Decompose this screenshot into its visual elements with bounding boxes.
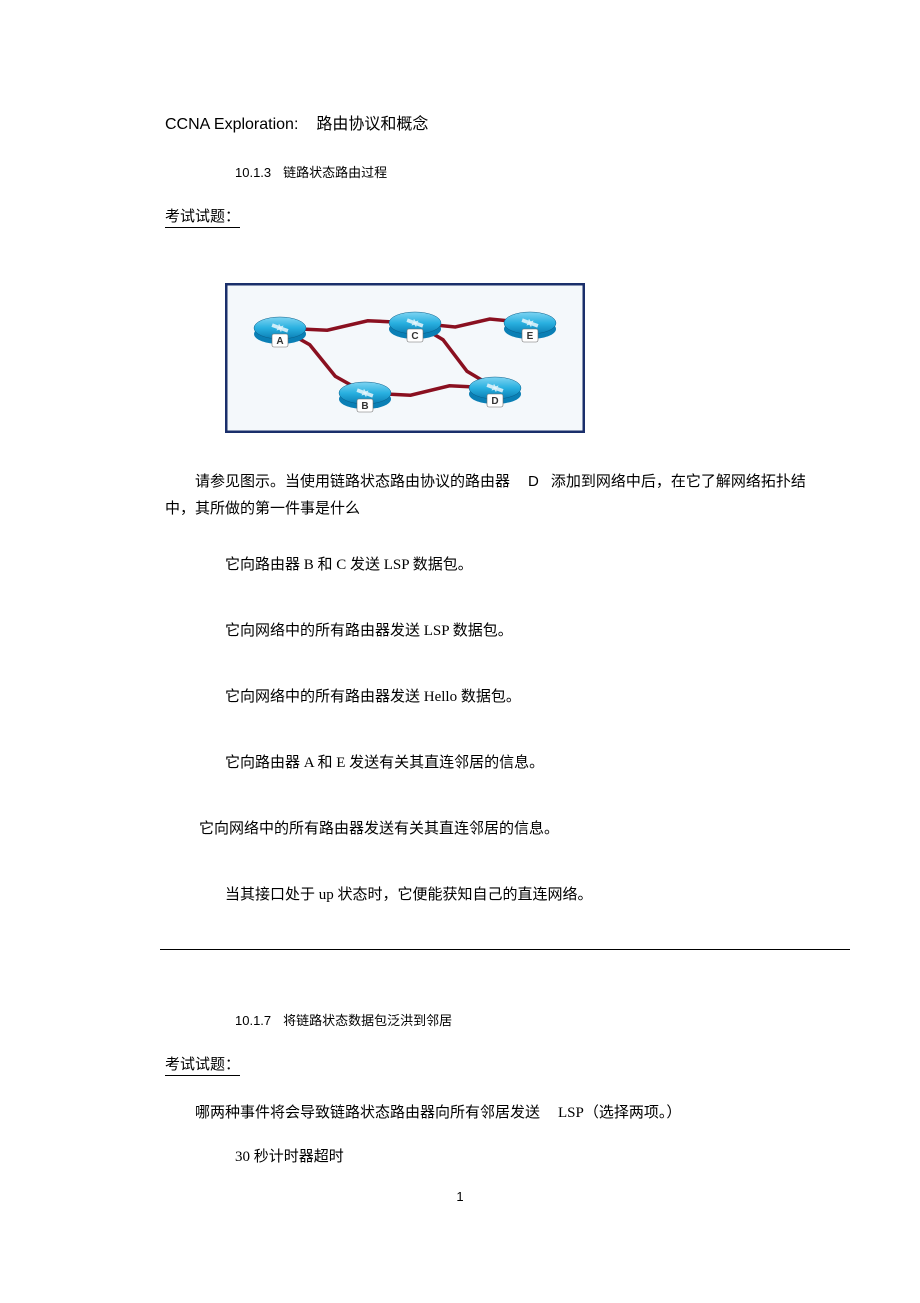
q1-l1b: D (528, 473, 539, 490)
topology-svg: A B C D E (225, 283, 585, 433)
title-suffix: 路由协议和概念 (316, 116, 428, 133)
q1-l1a: 请参见图示。当使用链路状态路由协议的路由器 (195, 474, 510, 490)
q1-opt-2: 它向网络中的所有路由器发送 Hello 数据包。 (225, 685, 840, 709)
q1-opt-3: 它向路由器 A 和 E 发送有关其直连邻居的信息。 (225, 751, 840, 775)
sub2-title: 将链路状态数据包泛洪到邻居 (283, 1013, 452, 1028)
subsection-1: 10.1.3 链路状态路由过程 (235, 162, 840, 181)
svg-text:B: B (361, 401, 368, 412)
divider (160, 949, 850, 950)
sub2-num: 10.1.7 (235, 1013, 271, 1028)
title-prefix: CCNA Exploration: (165, 116, 298, 133)
exam-label-2: 考试试题： (165, 1053, 240, 1076)
q1-text: 请参见图示。当使用链路状态路由协议的路由器D添加到网络中后，在它了解网络拓扑结 … (165, 468, 840, 523)
q1-l2: 中，其所做的第一件事是什么 (165, 501, 360, 517)
svg-text:C: C (411, 331, 418, 342)
page-number: 1 (0, 1189, 920, 1204)
subsection-2: 10.1.7 将链路状态数据包泛洪到邻居 (235, 1010, 840, 1029)
q1-l1c: 添加到网络中后，在它了解网络拓扑结 (551, 474, 806, 490)
q2-b: LSP（选择两项。） (558, 1105, 681, 1121)
q1-opt-4: 它向网络中的所有路由器发送有关其直连邻居的信息。 (199, 817, 840, 841)
svg-text:A: A (276, 336, 283, 347)
network-diagram: A B C D E (225, 283, 840, 438)
sub1-title: 链路状态路由过程 (283, 165, 387, 180)
svg-text:D: D (491, 396, 498, 407)
q1-opt-1: 它向网络中的所有路由器发送 LSP 数据包。 (225, 619, 840, 643)
page-title: CCNA Exploration: 路由协议和概念 (165, 110, 840, 134)
svg-text:E: E (527, 331, 534, 342)
sub1-num: 10.1.3 (235, 165, 271, 180)
exam-label-1: 考试试题： (165, 205, 240, 228)
q1-opt-5: 当其接口处于 up 状态时，它便能获知自己的直连网络。 (225, 883, 840, 907)
q2-text: 哪两种事件将会导致链路状态路由器向所有邻居发送 LSP（选择两项。） (195, 1100, 840, 1127)
q1-opt-0: 它向路由器 B 和 C 发送 LSP 数据包。 (225, 553, 840, 577)
q2-opt-0: 30 秒计时器超时 (235, 1145, 840, 1166)
q2-a: 哪两种事件将会导致链路状态路由器向所有邻居发送 (195, 1105, 540, 1121)
